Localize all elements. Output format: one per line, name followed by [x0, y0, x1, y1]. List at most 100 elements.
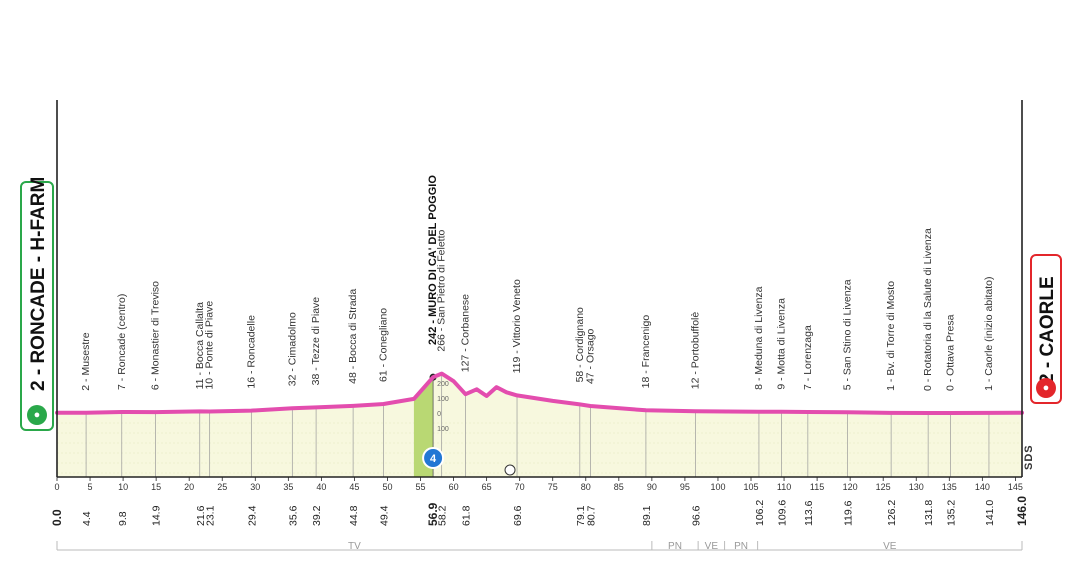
km-marker-label: 35.6: [287, 505, 299, 526]
waypoint-label: 12 - Portobuffolè: [689, 312, 701, 390]
x-tick-label: 35: [283, 482, 293, 492]
km-marker-label: 80.7: [585, 505, 597, 526]
x-tick-label: 105: [743, 482, 758, 492]
waypoint-label: 1 - Caorle (inizio abitato): [983, 276, 995, 390]
km-marker-label: 119.6: [843, 500, 855, 526]
region-label: VE: [705, 541, 719, 552]
waypoint-label: 38 - Tezze di Piave: [310, 297, 322, 386]
finish-box: 2 - CAORLE ●: [1030, 254, 1062, 404]
finish-label: 2 - CAORLE: [1037, 276, 1058, 384]
km-marker-label: 96.6: [690, 505, 702, 526]
waypoint-label: 18 - Francenigo: [640, 315, 652, 389]
x-tick-label: 15: [151, 482, 161, 492]
x-tick-label: 120: [843, 482, 858, 492]
x-tick-label: 60: [449, 482, 459, 492]
mini-scale-label: 100: [437, 426, 449, 433]
x-tick-label: 65: [482, 482, 492, 492]
start-label: 2 - RONCADE - H-FARM: [28, 176, 49, 391]
region-label: PN: [734, 541, 748, 552]
x-tick-label: 115: [810, 482, 824, 492]
km-marker-label: 58.2: [437, 505, 449, 526]
x-tick-label: 100: [710, 482, 725, 492]
x-tick-label: 90: [647, 482, 657, 492]
climb-category-icon: [422, 447, 445, 469]
km-marker-label: 126.2: [886, 500, 898, 526]
km-marker-label: 29.4: [246, 505, 258, 526]
x-tick-label: 0: [54, 482, 59, 492]
km-marker-label: 69.6: [512, 505, 524, 526]
x-tick-label: 110: [777, 482, 791, 492]
km-marker-label: 9.8: [117, 511, 129, 526]
km-marker-label: 21.6: [195, 505, 207, 526]
x-tick-label: 30: [250, 482, 260, 492]
waypoint-label: 48 - Bocca di Strada: [347, 289, 359, 384]
bicycle-icon: ●: [1036, 378, 1056, 398]
x-tick-label: 50: [382, 482, 392, 492]
km-marker-label: 135.2: [946, 500, 958, 526]
x-tick-label: 135: [942, 482, 957, 492]
km-marker-label: 49.4: [379, 505, 391, 526]
km-marker-label: 23.1: [205, 505, 217, 526]
x-tick-label: 70: [515, 482, 525, 492]
x-tick-label: 55: [416, 482, 426, 492]
km-marker-label: 131.8: [923, 500, 935, 526]
waypoint-label: 10 - Ponte di Piave: [204, 301, 216, 390]
waypoint-label: 61 - Conegliano: [378, 308, 390, 382]
climb-category-label: 4: [430, 453, 437, 465]
x-tick-label: 140: [975, 482, 990, 492]
x-tick-label: 130: [909, 482, 924, 492]
mini-scale-label: 200: [437, 381, 449, 388]
x-tick-label: 20: [184, 482, 194, 492]
x-tick-label: 45: [349, 482, 359, 492]
waypoint-label: 127 - Corbanese: [459, 294, 471, 372]
x-tick-label: 145: [1008, 482, 1023, 492]
sprint-icon: [504, 464, 516, 476]
bicycle-icon: ●: [27, 405, 47, 425]
km-marker-label: 44.8: [348, 505, 360, 526]
x-tick-label: 10: [118, 482, 128, 492]
waypoint-label: 9 - Motta di Livenza: [775, 298, 787, 390]
waypoint-label: 32 - Cimadolmo: [286, 312, 298, 386]
km-marker-label: 56.9: [426, 502, 440, 526]
km-marker-label: 0.0: [50, 509, 64, 526]
waypoint-label: 11 - Bocca Callalta: [194, 302, 206, 390]
region-label: TV: [348, 541, 361, 552]
x-tick-label: 80: [581, 482, 591, 492]
km-marker-label: 61.8: [460, 505, 472, 526]
x-tick-label: 125: [876, 482, 891, 492]
km-marker-label: 14.9: [150, 505, 162, 526]
waypoint-label: 119 - Vittorio Veneto: [511, 279, 523, 373]
climb-label: 242 - MURO DI CA' DEL POGGIO: [427, 175, 439, 345]
waypoint-label: 266 - San Pietro di Feletto: [436, 229, 448, 351]
km-marker-label: 113.6: [803, 500, 815, 526]
start-box: 2 - RONCADE - H-FARM ●: [20, 177, 54, 431]
waypoint-label: 5 - San Stino di Livenza: [842, 279, 854, 390]
x-tick-label: 85: [614, 482, 624, 492]
x-tick-label: 5: [88, 482, 93, 492]
waypoint-label: 0 - Rotatoria di la Salute di Livenza: [922, 228, 934, 391]
km-marker-label: 4.4: [81, 511, 93, 526]
waypoint-label: 58 - Cordignano: [574, 307, 586, 382]
waypoint-label: 0 - Ottava Presa: [945, 314, 957, 391]
mini-scale-label: 0: [437, 411, 441, 418]
km-marker-label: 106.2: [754, 500, 766, 526]
waypoint-label: 7 - Roncade (centro): [116, 294, 128, 390]
km-marker-label: 109.6: [776, 500, 788, 526]
brand-logo: SDS: [1023, 444, 1035, 470]
x-tick-label: 25: [217, 482, 227, 492]
waypoint-label: 1 - Bv. di Torre di Mosto: [885, 281, 897, 391]
waypoint-label: 6 - Monastier di Treviso: [149, 281, 161, 390]
km-marker-label: 89.1: [641, 505, 653, 526]
km-marker-label: 146.0: [1015, 496, 1029, 526]
km-marker-label: 141.0: [984, 500, 996, 526]
waypoint-label: 8 - Meduna di Livenza: [753, 286, 765, 389]
profile-line: [55, 371, 1024, 415]
x-tick-label: 75: [548, 482, 558, 492]
waypoint-label: 16 - Roncadelle: [245, 315, 257, 389]
waypoint-label: 47 - Orsago: [584, 328, 596, 384]
km-marker-label: 79.1: [575, 505, 587, 526]
profile-area: [57, 373, 1022, 477]
mini-scale-label: 100: [437, 396, 449, 403]
region-label: VE: [883, 541, 897, 552]
